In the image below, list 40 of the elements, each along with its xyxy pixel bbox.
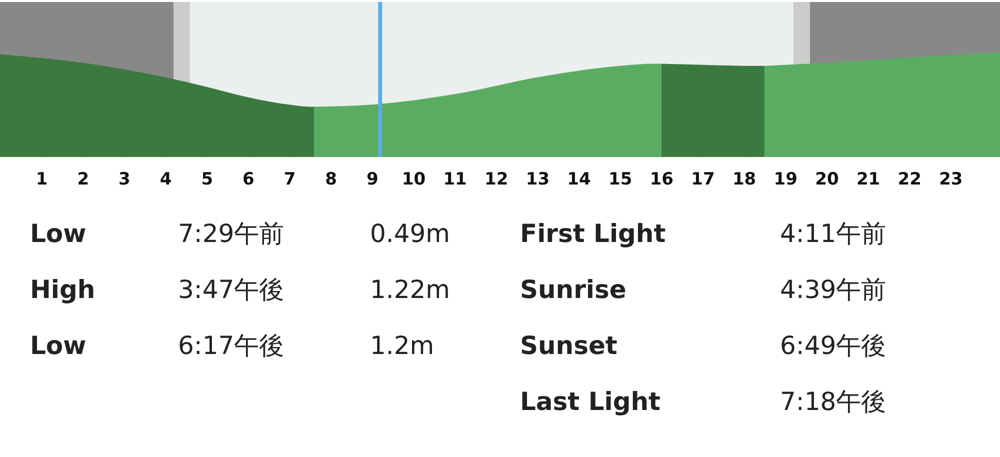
text: 4:11午前: [780, 219, 886, 248]
x-tick-label: 14: [567, 170, 592, 190]
text: Low: [30, 219, 86, 248]
x-tick-label: 10: [402, 170, 426, 190]
text: 4:39午前: [780, 275, 886, 304]
text: 1.22m: [370, 275, 450, 304]
x-tick-label: 5: [201, 170, 214, 190]
text: 1.2m: [370, 331, 434, 360]
x-tick-label: 23: [939, 170, 963, 190]
x-tick-label: 4: [160, 170, 172, 190]
x-tick-label: 7: [284, 170, 296, 190]
x-tick-label: 16: [650, 170, 674, 190]
text: 7:18午後: [780, 386, 886, 416]
text: Sunset: [520, 331, 618, 360]
x-tick-label: 17: [691, 170, 715, 190]
text: High: [30, 275, 96, 304]
text: 0.49m: [370, 219, 450, 248]
x-tick-label: 12: [484, 170, 508, 190]
text: Last Light: [520, 386, 661, 416]
x-tick-label: 18: [732, 170, 756, 190]
x-tick-label: 15: [608, 170, 632, 190]
x-tick-label: 22: [898, 170, 922, 190]
x-tick-label: 13: [526, 170, 550, 190]
text: 6:17午後: [178, 331, 284, 360]
x-tick-label: 20: [815, 170, 839, 190]
text: Low: [30, 331, 86, 360]
text: 6:49午後: [780, 331, 886, 360]
x-tick-label: 21: [856, 170, 880, 190]
x-tick-label: 1: [36, 170, 48, 190]
text: 7:29午前: [178, 219, 284, 248]
x-tick-label: 8: [325, 170, 337, 190]
text: First Light: [520, 219, 666, 248]
x-tick-label: 19: [774, 170, 798, 190]
x-tick-label: 11: [443, 170, 467, 190]
x-tick-label: 6: [242, 170, 254, 190]
x-tick-label: 2: [77, 170, 90, 190]
x-tick-label: 3: [118, 170, 130, 190]
text: 3:47午後: [178, 275, 284, 304]
x-tick-label: 9: [366, 170, 378, 190]
text: Sunrise: [520, 275, 626, 304]
